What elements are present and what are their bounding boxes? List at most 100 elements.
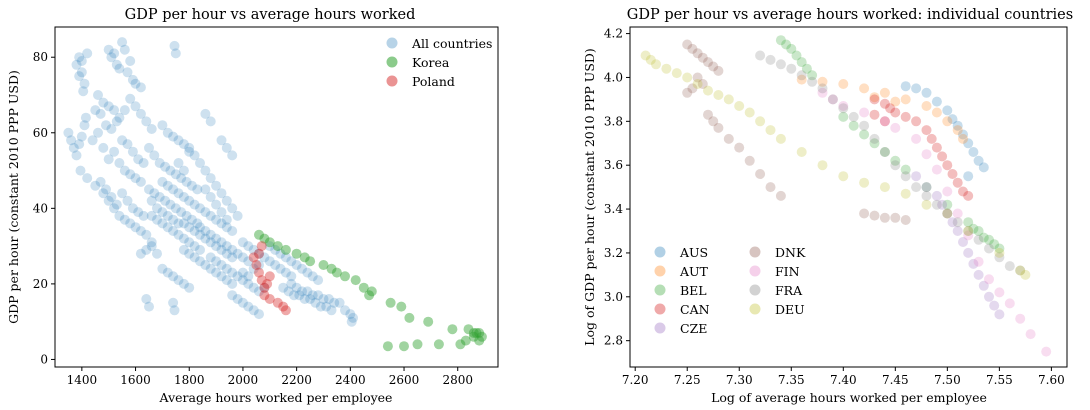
point-fin-8 bbox=[931, 164, 942, 175]
y-tick-label-1: 3.0 bbox=[604, 290, 623, 304]
point-deu-12 bbox=[755, 116, 766, 127]
point-all-countries-55 bbox=[125, 93, 136, 104]
point-korea-14 bbox=[366, 286, 377, 297]
point-bel-17 bbox=[973, 226, 984, 236]
point-cze-3 bbox=[937, 199, 948, 210]
point-aus-11 bbox=[978, 162, 989, 173]
chart-right-x-ticks: 7.20 7.25 7.30 7.35 7.40 7.45 7.50 7.55 7.60 bbox=[622, 367, 1065, 387]
chart-right-points bbox=[640, 35, 1052, 357]
point-all-countries-16 bbox=[74, 71, 85, 82]
point-bel-8 bbox=[848, 120, 859, 131]
legend-label-poland: Poland bbox=[412, 74, 455, 89]
point-all-countries-180 bbox=[205, 252, 216, 263]
point-aut-4 bbox=[879, 87, 890, 98]
y-tick-label-2: 3.2 bbox=[604, 246, 623, 260]
point-all-countries-35 bbox=[114, 158, 125, 168]
chart-left-y-label: GDP per hour (constant 2010 PPP USD) bbox=[6, 70, 21, 324]
y-tick-label-4: 3.6 bbox=[604, 158, 623, 172]
point-all-countries-95 bbox=[170, 203, 181, 214]
point-all-countries-31 bbox=[93, 127, 103, 138]
point-dnk-17 bbox=[755, 169, 766, 179]
point-cze-6 bbox=[952, 226, 963, 236]
point-fin-10 bbox=[952, 208, 963, 219]
point-all-countries-109 bbox=[195, 244, 205, 255]
x-tick-label-2: 1800 bbox=[174, 373, 205, 387]
point-all-countries-232 bbox=[348, 312, 358, 323]
point-all-countries-192 bbox=[248, 244, 259, 255]
point-cze-1 bbox=[921, 182, 932, 193]
point-bel-16 bbox=[963, 217, 974, 228]
point-all-countries-104 bbox=[168, 226, 179, 236]
point-bel-20 bbox=[989, 239, 1000, 250]
point-dnk-4 bbox=[703, 57, 713, 68]
point-all-countries-234 bbox=[227, 290, 238, 301]
point-all-countries-6 bbox=[79, 120, 90, 131]
point-korea-31 bbox=[474, 335, 485, 346]
point-all-countries-158 bbox=[237, 252, 248, 263]
point-all-countries-101 bbox=[152, 214, 162, 225]
legend-marker-cze bbox=[654, 322, 666, 334]
legend-marker-fra bbox=[749, 284, 761, 296]
point-korea-18 bbox=[404, 312, 415, 323]
point-dnk-3 bbox=[697, 52, 708, 63]
point-all-countries-183 bbox=[221, 263, 232, 274]
legend-label-korea: Korea bbox=[412, 55, 450, 70]
point-all-countries-151 bbox=[200, 226, 211, 236]
legend-label-fin: FIN bbox=[775, 264, 800, 279]
point-all-countries-5 bbox=[76, 131, 87, 142]
point-bel-22 bbox=[968, 223, 979, 234]
point-fra-12 bbox=[879, 147, 890, 157]
point-all-countries-253 bbox=[162, 210, 173, 221]
point-cze-12 bbox=[984, 291, 994, 302]
point-bel-13 bbox=[900, 164, 911, 175]
point-all-countries-116 bbox=[157, 176, 168, 187]
point-can-10 bbox=[942, 160, 953, 171]
point-deu-0 bbox=[640, 50, 651, 61]
point-cze-14 bbox=[994, 309, 1005, 320]
chart-left-x-ticks: 1400 1600 1800 2000 2200 2400 2600 2800 bbox=[67, 367, 473, 387]
point-all-countries-46 bbox=[122, 139, 133, 150]
point-all-countries-196 bbox=[270, 260, 281, 270]
point-dnk-22 bbox=[879, 212, 890, 223]
point-all-countries-111 bbox=[162, 127, 173, 138]
point-all-countries-3 bbox=[71, 150, 82, 161]
point-all-countries-145 bbox=[205, 263, 216, 274]
point-poland-11 bbox=[280, 305, 291, 316]
point-all-countries-221 bbox=[291, 282, 302, 293]
x-tick-label-7: 7.55 bbox=[986, 373, 1013, 387]
point-all-countries-155 bbox=[221, 241, 232, 252]
point-korea-20 bbox=[447, 324, 458, 335]
point-all-countries-188 bbox=[248, 282, 259, 293]
point-all-countries-57 bbox=[135, 108, 146, 119]
point-all-countries-83 bbox=[160, 161, 171, 172]
legend-label-fra: FRA bbox=[775, 283, 803, 298]
point-all-countries-103 bbox=[162, 222, 173, 233]
point-dnk-11 bbox=[703, 109, 713, 120]
point-deu-26 bbox=[1020, 269, 1031, 280]
point-deu-17 bbox=[838, 171, 849, 182]
point-fin-9 bbox=[942, 186, 953, 197]
point-all-countries-135 bbox=[205, 237, 216, 248]
point-all-countries-106 bbox=[178, 233, 189, 244]
point-all-countries-72 bbox=[101, 184, 111, 195]
point-all-countries-65 bbox=[125, 218, 136, 229]
legend-marker-aus bbox=[654, 246, 666, 258]
point-dnk-15 bbox=[734, 142, 745, 153]
y-tick-label-7: 4.2 bbox=[604, 27, 623, 41]
point-fra-25 bbox=[1015, 265, 1026, 276]
point-fin-15 bbox=[1004, 298, 1015, 309]
point-all-countries-98 bbox=[186, 214, 197, 225]
point-all-countries-1 bbox=[66, 135, 77, 146]
legend-label-dnk: DNK bbox=[775, 245, 806, 260]
point-all-countries-8 bbox=[75, 165, 86, 176]
point-bel-0 bbox=[775, 35, 786, 46]
point-all-countries-15 bbox=[82, 48, 93, 59]
point-all-countries-202 bbox=[275, 248, 286, 259]
point-all-countries-51 bbox=[98, 97, 109, 108]
point-all-countries-173 bbox=[200, 165, 211, 176]
point-all-countries-170 bbox=[184, 142, 195, 153]
point-all-countries-63 bbox=[114, 210, 125, 221]
point-all-countries-223 bbox=[302, 286, 313, 297]
point-all-countries-257 bbox=[141, 244, 152, 255]
point-dnk-20 bbox=[859, 208, 870, 219]
